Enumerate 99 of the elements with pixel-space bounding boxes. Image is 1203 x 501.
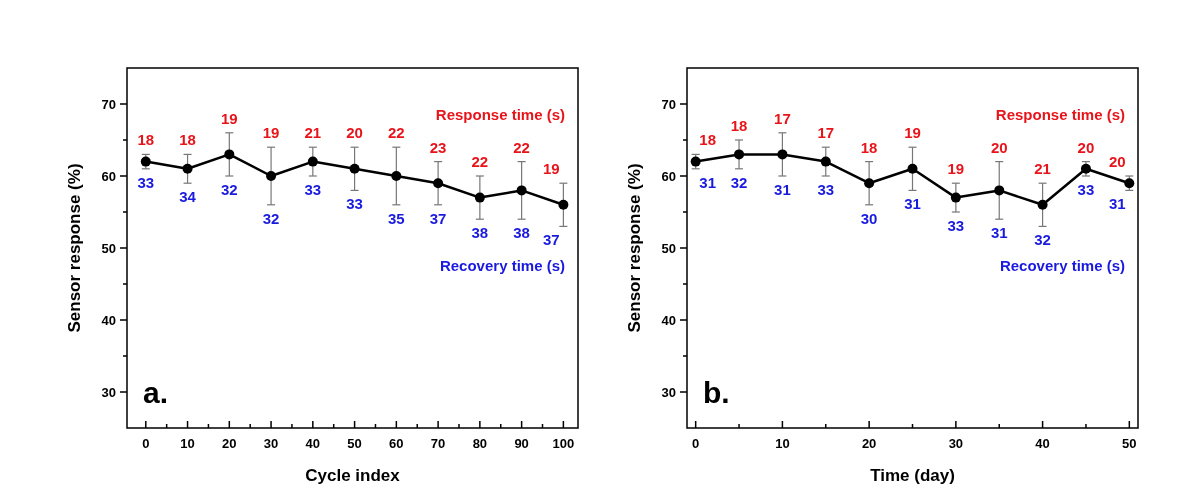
- x-tick-label: 50: [1122, 436, 1137, 451]
- y-tick-label: 30: [101, 385, 116, 400]
- point: [182, 163, 193, 174]
- annotation: 32: [730, 173, 748, 191]
- annotation: 21: [304, 124, 322, 142]
- x-tick-label: 20: [861, 436, 877, 451]
- annotation: 22: [471, 153, 489, 170]
- annotation: 34: [179, 188, 197, 206]
- y-tick-label: 30: [661, 385, 676, 400]
- annotation: 19: [904, 124, 921, 142]
- point: [864, 178, 875, 189]
- y-tick-label: 60: [661, 169, 676, 184]
- point: [950, 192, 961, 203]
- y-tick-label: 50: [661, 241, 676, 256]
- y-tick-label: 70: [101, 97, 116, 112]
- annotation: 37: [543, 231, 560, 249]
- annotation: 32: [262, 209, 280, 227]
- annotation: 32: [220, 181, 238, 198]
- x-tick-label: 0: [692, 436, 700, 451]
- x-tick-label: 10: [180, 436, 195, 451]
- annotation: 30: [860, 209, 878, 227]
- y-tick-label: 70: [661, 97, 676, 112]
- annotation: b.: [703, 376, 730, 409]
- annotation: 31: [904, 195, 921, 213]
- point: [474, 192, 485, 203]
- annotation: 33: [947, 217, 965, 234]
- point: [516, 185, 527, 196]
- x-tick-label: 30: [263, 436, 279, 451]
- annotation: 18: [730, 117, 748, 134]
- y-axis-title: Sensor response (%): [625, 163, 644, 333]
- annotation: 37: [429, 209, 447, 227]
- point: [734, 149, 745, 160]
- annotation: 31: [774, 181, 791, 198]
- annotation: Response time (s): [435, 106, 565, 123]
- x-tick-label: 100: [552, 436, 575, 451]
- y-axis-title: Sensor response (%): [65, 163, 84, 333]
- annotation: 33: [304, 181, 322, 198]
- x-tick-label: 20: [222, 436, 237, 451]
- point: [307, 156, 318, 167]
- point: [907, 163, 918, 174]
- x-axis-title: Time (day): [870, 466, 955, 485]
- point: [558, 199, 569, 210]
- x-tick-label: 70: [430, 436, 446, 451]
- annotation: 17: [817, 124, 835, 142]
- annotation: 20: [1077, 138, 1095, 156]
- annotation: 22: [388, 124, 405, 142]
- x-tick-label: 40: [305, 436, 321, 451]
- x-tick-label: 50: [347, 436, 362, 451]
- x-tick-label: 10: [775, 436, 790, 451]
- x-tick-label: 0: [142, 436, 150, 451]
- annotation: 35: [388, 209, 405, 227]
- annotation: a.: [143, 376, 169, 409]
- point: [433, 178, 444, 189]
- x-tick-label: 40: [1035, 436, 1050, 451]
- point: [777, 149, 788, 160]
- annotation: 17: [774, 109, 791, 127]
- annotation: 20: [990, 138, 1008, 156]
- annotation: 33: [1077, 181, 1095, 198]
- annotation: 33: [817, 181, 835, 198]
- annotation: 23: [429, 138, 447, 156]
- annotation: 19: [543, 160, 560, 178]
- annotation: Recovery time (s): [439, 257, 565, 274]
- annotation: 33: [137, 173, 155, 191]
- annotation: Response time (s): [995, 106, 1125, 123]
- y-tick-label: 40: [101, 313, 116, 328]
- y-tick-label: 50: [101, 241, 116, 256]
- point: [349, 163, 360, 174]
- point: [266, 171, 277, 181]
- annotation: 18: [699, 131, 717, 149]
- annotation: 18: [137, 131, 155, 149]
- point: [391, 171, 402, 181]
- annotation: 31: [699, 173, 717, 191]
- annotation: 19: [220, 109, 238, 127]
- point: [994, 185, 1005, 196]
- annotation: 20: [1108, 153, 1126, 170]
- point: [1037, 199, 1048, 210]
- annotation: 19: [947, 160, 965, 178]
- x-axis-title: Cycle index: [305, 466, 401, 485]
- annotation: Recovery time (s): [999, 257, 1125, 274]
- annotation: 20: [346, 124, 363, 142]
- x-tick-label: 90: [514, 436, 529, 451]
- x-tick-label: 60: [389, 436, 404, 451]
- annotation: 19: [262, 124, 280, 142]
- y-tick-label: 40: [661, 313, 676, 328]
- point: [224, 149, 235, 160]
- annotation: 22: [513, 138, 530, 156]
- y-tick-label: 60: [101, 169, 116, 184]
- annotation: 33: [346, 195, 363, 213]
- annotation: 38: [513, 224, 530, 242]
- point: [820, 156, 831, 167]
- annotation: 31: [990, 224, 1008, 242]
- annotation: 31: [1108, 195, 1126, 213]
- annotation: 38: [471, 224, 489, 242]
- annotation: 32: [1034, 231, 1051, 249]
- x-tick-label: 80: [472, 436, 488, 451]
- x-tick-label: 30: [948, 436, 964, 451]
- annotation: 18: [860, 138, 878, 156]
- annotation: 21: [1034, 160, 1051, 178]
- annotation: 18: [179, 131, 196, 149]
